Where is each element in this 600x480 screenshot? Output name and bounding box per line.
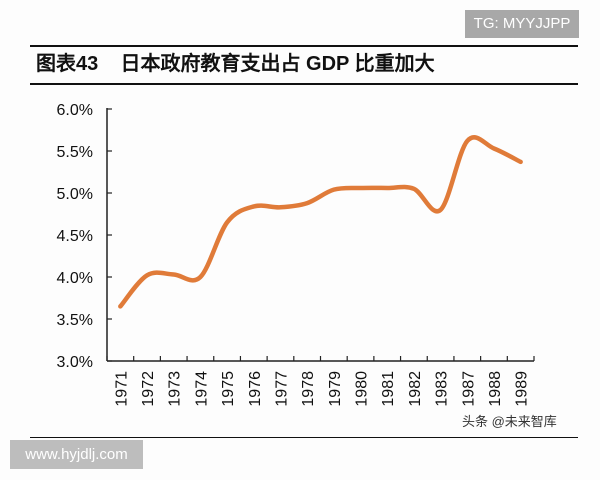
y-tick-label: 5.5% (57, 144, 93, 161)
x-tick-label: 1974 (193, 371, 210, 407)
x-tick-label: 1983 (434, 371, 451, 407)
x-tick-label: 1977 (273, 371, 290, 407)
title-top-rule (30, 45, 578, 47)
x-tick-label: 1973 (167, 371, 184, 407)
x-tick-label: 1981 (380, 371, 397, 407)
x-tick-label: 1971 (113, 371, 130, 407)
y-tick-label: 4.0% (57, 270, 93, 287)
y-tick-label: 5.0% (57, 186, 93, 203)
x-tick-label: 1980 (354, 371, 371, 407)
x-tick-label: 1982 (407, 371, 424, 407)
y-tick-label: 6.0% (57, 102, 93, 119)
source-watermark: 头条 @未来智库 (462, 414, 557, 429)
chart-title: 图表43 日本政府教育支出占 GDP 比重加大 (36, 53, 435, 75)
watermark-bottom: www.hyjdlj.com (10, 440, 143, 469)
y-tick-label: 3.0% (57, 354, 93, 371)
x-tick-label: 1987 (460, 371, 477, 407)
x-tick-label: 1975 (220, 371, 237, 407)
title-bottom-rule (30, 83, 578, 85)
watermark-top: TG: MYYJJPP (465, 10, 579, 38)
series-line (118, 135, 523, 309)
footer-rule (30, 437, 578, 438)
x-tick-label: 1979 (327, 371, 344, 407)
x-tick-label: 1976 (247, 371, 264, 407)
y-tick-label: 4.5% (57, 228, 93, 245)
y-tick-label: 3.5% (57, 312, 93, 329)
x-tick-label: 1988 (487, 371, 504, 407)
x-tick-label: 1972 (140, 371, 157, 407)
x-tick-label: 1978 (300, 371, 317, 407)
x-tick-label: 1989 (514, 371, 531, 407)
